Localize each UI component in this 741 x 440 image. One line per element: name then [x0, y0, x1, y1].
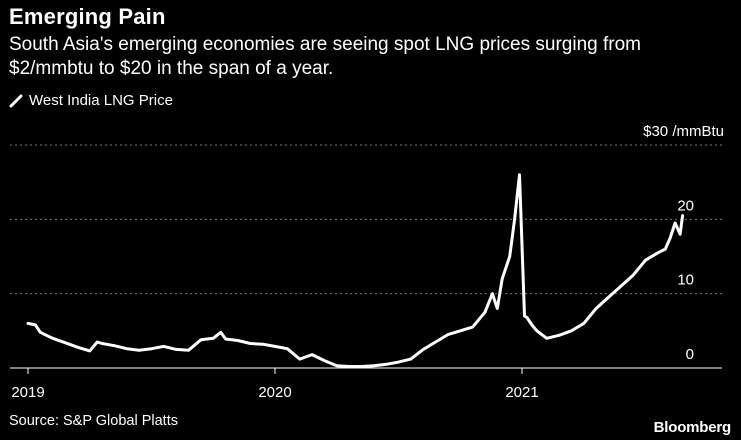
chart-subtitle: South Asia's emerging economies are seei…	[9, 34, 642, 79]
x-tick-label-2019: 2019	[11, 384, 44, 401]
x-tick-label-2020: 2020	[258, 384, 291, 401]
series-line-west-india-lng	[26, 173, 685, 368]
y-tick-label-10: 10	[677, 272, 694, 289]
legend-label: West India LNG Price	[29, 92, 173, 109]
legend-line-icon	[9, 94, 23, 107]
source-note: Source: S&P Global Platts	[9, 413, 178, 429]
legend: West India LNG Price	[9, 92, 173, 109]
bloomberg-logo: Bloomberg	[653, 419, 732, 436]
x-tick-label-2021: 2021	[505, 384, 538, 401]
y-axis-labels: $30 /mmBtu 20 10 0	[643, 123, 724, 363]
y-tick-label-0: 0	[686, 346, 694, 363]
y-tick-label-20: 20	[677, 197, 694, 214]
y-tick-label-30: $30 /mmBtu	[643, 123, 724, 140]
chart-title: Emerging Pain	[9, 4, 166, 29]
gridlines	[10, 144, 722, 295]
x-axis-ticks: 2019 2020 2021	[11, 368, 539, 401]
